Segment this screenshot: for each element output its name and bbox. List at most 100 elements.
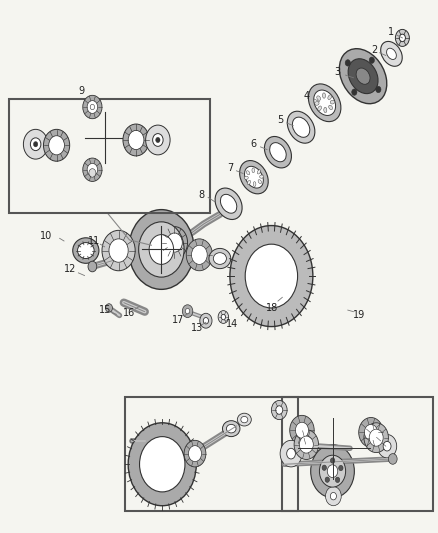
Ellipse shape	[73, 238, 99, 263]
Circle shape	[149, 235, 173, 264]
Circle shape	[396, 29, 410, 46]
Circle shape	[389, 454, 397, 464]
Text: 7: 7	[227, 163, 233, 173]
Ellipse shape	[318, 106, 321, 111]
Circle shape	[88, 261, 97, 272]
Circle shape	[311, 445, 354, 498]
Text: 18: 18	[266, 303, 279, 313]
Circle shape	[383, 441, 391, 451]
Ellipse shape	[223, 421, 240, 437]
Text: 8: 8	[198, 190, 205, 200]
Text: 13: 13	[191, 322, 203, 333]
Circle shape	[152, 134, 163, 147]
Text: 12: 12	[64, 264, 77, 274]
Ellipse shape	[328, 105, 332, 110]
Ellipse shape	[330, 100, 335, 104]
Ellipse shape	[213, 253, 226, 264]
Circle shape	[30, 138, 41, 151]
Circle shape	[399, 34, 406, 42]
Ellipse shape	[78, 243, 94, 259]
Circle shape	[140, 437, 185, 492]
Circle shape	[359, 417, 383, 447]
Circle shape	[83, 95, 102, 119]
Bar	[125, 397, 297, 511]
Text: 10: 10	[40, 231, 53, 241]
Circle shape	[327, 465, 338, 478]
Ellipse shape	[339, 49, 387, 104]
Circle shape	[87, 101, 98, 114]
Circle shape	[345, 60, 350, 66]
Circle shape	[23, 130, 48, 159]
Ellipse shape	[253, 182, 256, 187]
Ellipse shape	[387, 48, 396, 60]
Circle shape	[325, 477, 329, 482]
Circle shape	[123, 124, 149, 156]
Ellipse shape	[317, 96, 321, 100]
Bar	[10, 99, 210, 213]
Ellipse shape	[247, 180, 251, 184]
Ellipse shape	[241, 416, 248, 423]
Circle shape	[191, 245, 207, 264]
Ellipse shape	[252, 168, 254, 173]
Circle shape	[325, 487, 341, 506]
Circle shape	[221, 314, 226, 320]
Ellipse shape	[244, 166, 263, 188]
Ellipse shape	[215, 188, 242, 220]
Ellipse shape	[308, 84, 341, 122]
Circle shape	[203, 318, 208, 324]
Circle shape	[128, 423, 196, 506]
Ellipse shape	[237, 413, 251, 426]
Text: 3: 3	[334, 68, 340, 77]
Circle shape	[184, 440, 206, 467]
Circle shape	[188, 446, 201, 462]
Circle shape	[89, 168, 96, 177]
Circle shape	[276, 406, 283, 414]
Text: 11: 11	[88, 236, 101, 246]
Bar	[283, 397, 433, 511]
Text: 14: 14	[226, 319, 238, 329]
Ellipse shape	[220, 195, 237, 213]
Circle shape	[90, 104, 95, 110]
Text: 9: 9	[78, 86, 85, 96]
Circle shape	[87, 164, 98, 176]
Ellipse shape	[315, 101, 319, 105]
Ellipse shape	[322, 93, 325, 98]
Circle shape	[139, 222, 184, 277]
Circle shape	[295, 422, 308, 438]
Text: 4: 4	[303, 91, 309, 101]
Circle shape	[200, 313, 212, 328]
Circle shape	[245, 244, 297, 308]
Ellipse shape	[209, 248, 231, 269]
Circle shape	[280, 440, 302, 467]
Ellipse shape	[356, 68, 370, 84]
Text: 2: 2	[371, 45, 377, 54]
Circle shape	[294, 430, 318, 459]
Circle shape	[230, 225, 313, 327]
Text: 5: 5	[277, 115, 283, 125]
Circle shape	[369, 57, 374, 63]
Circle shape	[272, 400, 287, 419]
Ellipse shape	[293, 117, 310, 138]
Ellipse shape	[381, 42, 402, 66]
Text: 1: 1	[389, 27, 395, 37]
Text: 19: 19	[353, 310, 365, 320]
Ellipse shape	[265, 136, 291, 168]
Circle shape	[102, 230, 135, 271]
Circle shape	[319, 455, 346, 487]
Ellipse shape	[244, 176, 248, 180]
Circle shape	[161, 227, 187, 259]
Circle shape	[109, 239, 128, 262]
Circle shape	[128, 131, 144, 150]
Circle shape	[146, 125, 170, 155]
Ellipse shape	[260, 175, 264, 178]
Ellipse shape	[287, 111, 315, 143]
Ellipse shape	[328, 95, 332, 100]
Ellipse shape	[240, 160, 268, 194]
Circle shape	[352, 89, 357, 95]
Circle shape	[339, 465, 343, 471]
Ellipse shape	[314, 90, 336, 116]
Circle shape	[106, 304, 113, 312]
Circle shape	[369, 429, 383, 446]
Circle shape	[33, 142, 38, 147]
Circle shape	[376, 86, 381, 93]
